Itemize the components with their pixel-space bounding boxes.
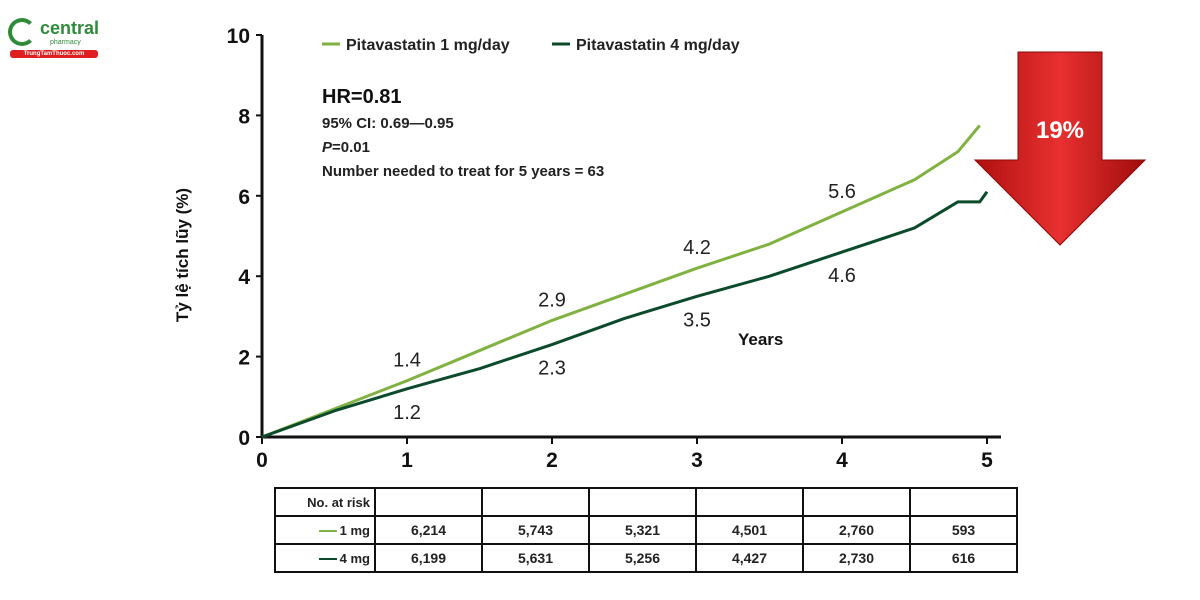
table-cell: 593 — [909, 515, 1018, 545]
logo: central pharmacy TrungTamThuoc.com — [6, 14, 116, 64]
ci-text: 95% CI: 0.69—0.95 — [322, 115, 454, 132]
hr-text: HR=0.81 — [322, 86, 402, 108]
data-label: 2.9 — [538, 289, 566, 311]
logo-url: TrungTamThuoc.com — [10, 50, 98, 58]
y-axis-label: Tỷ lệ tích lũy (%) — [173, 188, 192, 322]
table-row: 1 mg 6,214 5,743 5,321 4,501 2,760 593 — [274, 515, 1018, 545]
legend-label: Pitavastatin 1 mg/day — [346, 37, 510, 54]
table-cell: 616 — [909, 543, 1018, 573]
table-cell: 5,743 — [481, 515, 590, 545]
legend-swatch-1mg — [318, 530, 337, 533]
x-tick-label: 5 — [981, 449, 993, 472]
row-label: 4 mg — [339, 550, 370, 566]
legend-swatch-4mg — [318, 558, 337, 561]
data-label: 4.2 — [683, 237, 711, 259]
table-cell: 5,631 — [481, 543, 590, 573]
table-cell: 2,760 — [802, 515, 911, 545]
risk-header: No. at risk — [274, 487, 376, 517]
data-label: 3.5 — [683, 309, 711, 331]
logo-brand: central — [40, 18, 100, 38]
table-cell: 6,214 — [374, 515, 483, 545]
table-cell: 4,427 — [695, 543, 804, 573]
table-row: No. at risk — [274, 487, 1018, 517]
logo-sub: pharmacy — [50, 39, 81, 46]
y-tick-label: 10 — [227, 25, 250, 48]
y-tick-label: 0 — [238, 427, 250, 450]
row-label: 1 mg — [339, 522, 370, 538]
table-cell: 4,501 — [695, 515, 804, 545]
table-row: 4 mg 6,199 5,631 5,256 4,427 2,730 616 — [274, 543, 1018, 573]
y-tick-label: 8 — [238, 105, 250, 128]
x-tick-label: 4 — [836, 449, 848, 472]
table-cell: 5,321 — [588, 515, 697, 545]
series-line-1mg — [261, 124, 981, 439]
x-tick-label: 0 — [256, 449, 268, 472]
logo-mark-icon — [8, 18, 36, 46]
data-label: 4.6 — [828, 265, 856, 287]
y-tick-label: 2 — [238, 347, 250, 370]
risk-table: No. at risk 1 mg 6,214 5,743 5,321 4,501… — [274, 487, 1018, 573]
p-text: P=0.01 — [322, 139, 370, 156]
km-chart: 0 2 4 6 8 10 0 1 2 3 4 5 Tỷ lệ tích lũy (%) Years Pita… — [173, 25, 1147, 472]
x-tick-label: 3 — [691, 449, 703, 472]
data-label: 1.4 — [393, 350, 421, 372]
table-cell: 5,256 — [588, 543, 697, 573]
series-line-4mg — [261, 190, 989, 439]
reduction-label: 19% — [1036, 117, 1084, 144]
data-label: 1.2 — [393, 402, 421, 424]
y-tick-label: 6 — [238, 186, 250, 209]
y-tick-label: 4 — [238, 266, 250, 289]
x-axis-label: Years — [738, 330, 783, 349]
table-cell: 6,199 — [374, 543, 483, 573]
x-tick-label: 2 — [546, 449, 558, 472]
legend-label: Pitavastatin 4 mg/day — [576, 37, 740, 54]
nnt-text: Number needed to treat for 5 years = 63 — [322, 163, 604, 180]
table-cell: 2,730 — [802, 543, 911, 573]
reduction-arrow-icon — [973, 51, 1147, 246]
x-tick-label: 1 — [401, 449, 413, 472]
data-label: 2.3 — [538, 358, 566, 380]
data-label: 5.6 — [828, 181, 856, 203]
